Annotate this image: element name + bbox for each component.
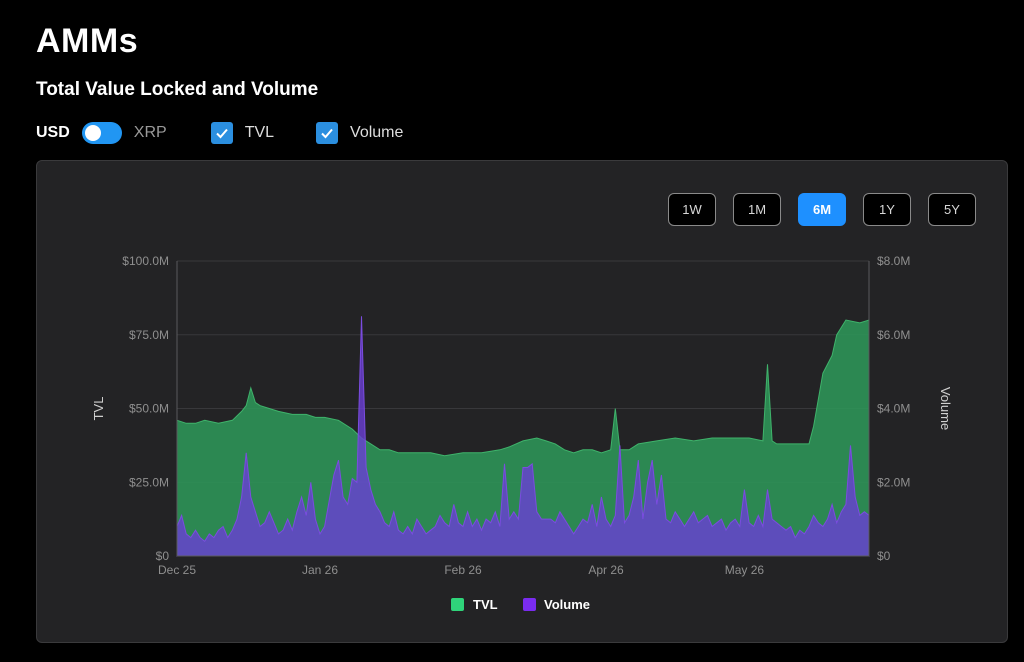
x-tick-label: Dec 25 — [158, 563, 196, 577]
y-tick-label: $75.0M — [129, 328, 169, 342]
page-title: AMMs — [36, 22, 139, 60]
y2-tick-label: $4.0M — [877, 402, 910, 416]
y2-tick-label: $8.0M — [877, 254, 910, 268]
legend-swatch-volume — [523, 598, 536, 611]
section-title: Total Value Locked and Volume — [36, 79, 319, 100]
y-tick-label: $25.0M — [129, 475, 169, 489]
range-button-6m[interactable]: 6M — [798, 193, 846, 226]
volume-area — [176, 316, 870, 557]
x-tick-label: May 26 — [725, 563, 765, 577]
tvl-checkbox[interactable] — [210, 122, 233, 144]
toggle-knob — [84, 125, 101, 141]
chart-controls: USD XRP TVL Volume — [36, 120, 403, 146]
legend-swatch-tvl — [451, 598, 464, 611]
chart-card: 1W 1M 6M 1Y 5Y $0 $0 $25.0M $2.0M $50.0M $4.0… — [36, 160, 1008, 643]
x-tick-label: Feb 26 — [444, 563, 482, 577]
y-tick-label: $0 — [156, 549, 170, 563]
y-tick-label: $100.0M — [122, 254, 169, 268]
legend-label-tvl: TVL — [473, 597, 498, 612]
range-button-1y[interactable]: 1Y — [863, 193, 911, 226]
check-icon — [321, 128, 333, 139]
legend-label-volume: Volume — [544, 597, 590, 612]
y2-tick-label: $6.0M — [877, 328, 910, 342]
range-button-1w[interactable]: 1W — [668, 193, 716, 226]
y2-tick-label: $0 — [877, 549, 891, 563]
range-button-5y[interactable]: 5Y — [928, 193, 976, 226]
x-tick-label: Apr 26 — [588, 563, 624, 577]
volume-checkbox-label: Volume — [350, 124, 404, 141]
currency-xrp-label: XRP — [133, 124, 167, 141]
x-tick-label: Jan 26 — [302, 563, 338, 577]
check-icon — [215, 128, 228, 139]
currency-usd-label: USD — [36, 124, 70, 141]
tvl-volume-chart: $0 $0 $25.0M $2.0M $50.0M $4.0M $75.0M $6.0M $10… — [91, 254, 953, 612]
volume-checkbox[interactable] — [316, 122, 339, 144]
y2-axis-title: Volume — [938, 387, 953, 430]
tvl-checkbox-label: TVL — [244, 124, 275, 141]
y-tick-label: $50.0M — [129, 402, 169, 416]
y-axis-title: TVL — [91, 397, 106, 421]
y2-tick-label: $2.0M — [877, 475, 910, 489]
currency-toggle[interactable] — [81, 122, 122, 144]
range-button-1m[interactable]: 1M — [733, 193, 781, 226]
